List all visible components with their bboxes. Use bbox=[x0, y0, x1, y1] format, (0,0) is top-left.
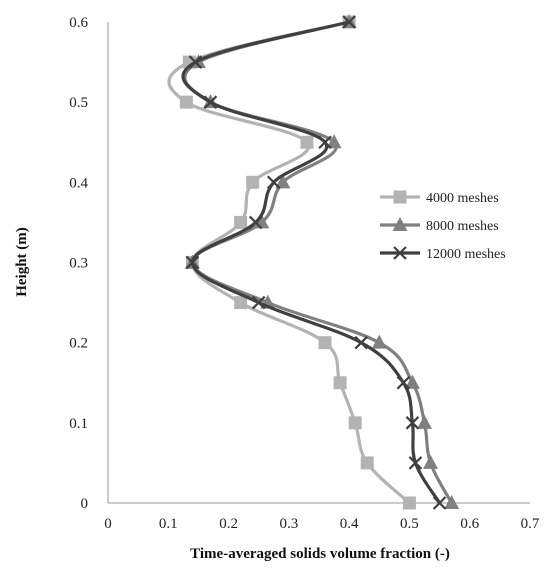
data-point bbox=[234, 296, 248, 310]
data-point bbox=[318, 336, 332, 350]
data-point bbox=[417, 414, 432, 429]
legend-marker bbox=[392, 217, 408, 231]
legend: 4000 meshes 8000 meshes 12000 meshes bbox=[380, 190, 506, 262]
data-point bbox=[251, 295, 266, 310]
data-point bbox=[354, 335, 368, 350]
x-tick-label: 0.1 bbox=[159, 516, 178, 532]
data-point bbox=[432, 496, 447, 510]
legend-label: 8000 meshes bbox=[426, 219, 499, 234]
y-tick-label: 0.2 bbox=[69, 336, 88, 352]
series-1 bbox=[183, 14, 460, 509]
y-tick-label: 0.1 bbox=[69, 416, 88, 432]
data-point bbox=[402, 496, 416, 510]
data-point bbox=[371, 334, 387, 349]
y-tick-label: 0 bbox=[81, 496, 89, 512]
data-point bbox=[396, 375, 411, 390]
data-point bbox=[405, 416, 420, 430]
x-tick-label: 0.3 bbox=[279, 516, 298, 532]
y-tick-label: 0.5 bbox=[69, 95, 88, 111]
data-point bbox=[275, 174, 291, 189]
axes: 0 0.1 0.2 0.3 0.4 0.5 0.6 0.7 0 0.1 0.2 0.3 0.4 0.5 0.… bbox=[69, 15, 540, 532]
data-point bbox=[300, 135, 314, 149]
x-axis-title: Time-averaged solids volume fraction (-) bbox=[190, 546, 450, 562]
legend-label: 4000 meshes bbox=[426, 191, 499, 206]
x-tick-label: 0.6 bbox=[460, 516, 479, 532]
data-point bbox=[360, 456, 374, 470]
series-line bbox=[167, 20, 411, 505]
series-layer bbox=[167, 14, 460, 510]
y-axis-title: Height (m) bbox=[14, 227, 30, 297]
data-point bbox=[404, 374, 420, 389]
data-point bbox=[348, 416, 362, 430]
data-point bbox=[188, 55, 203, 69]
data-point bbox=[246, 175, 260, 189]
y-tick-label: 0.6 bbox=[69, 15, 88, 31]
data-point bbox=[333, 376, 347, 390]
series-0 bbox=[167, 15, 416, 510]
data-point bbox=[248, 215, 263, 230]
data-point bbox=[185, 255, 200, 270]
x-tick-label: 0.4 bbox=[340, 516, 359, 532]
series-line bbox=[181, 20, 441, 504]
data-point bbox=[234, 215, 248, 229]
y-tick-label: 0.4 bbox=[69, 175, 88, 191]
data-point bbox=[267, 175, 281, 190]
data-point bbox=[408, 456, 423, 470]
legend-marker bbox=[393, 246, 407, 260]
legend-marker bbox=[393, 190, 407, 204]
data-point bbox=[179, 95, 193, 109]
data-point bbox=[326, 134, 342, 149]
y-tick-label: 0.3 bbox=[69, 256, 88, 272]
x-tick-label: 0.7 bbox=[521, 516, 540, 532]
data-point bbox=[203, 95, 218, 109]
data-point bbox=[318, 135, 332, 150]
series-2 bbox=[181, 15, 447, 510]
data-point bbox=[444, 495, 460, 509]
x-tick-label: 0.5 bbox=[400, 516, 419, 532]
legend-label: 12000 meshes bbox=[426, 247, 506, 262]
data-point bbox=[342, 15, 356, 29]
x-tick-label: 0.2 bbox=[219, 516, 238, 532]
data-point bbox=[423, 454, 439, 469]
x-tick-label: 0 bbox=[104, 516, 112, 532]
